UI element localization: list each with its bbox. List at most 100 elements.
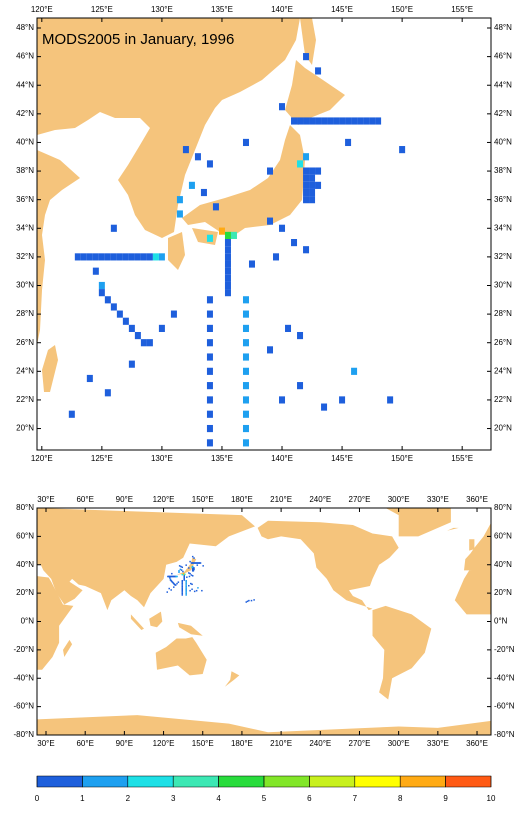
observation-cell bbox=[185, 580, 187, 582]
colorbar-segment bbox=[172, 775, 219, 788]
y-tick-label: 34°N bbox=[494, 223, 512, 232]
y-tick-label: -40°N bbox=[13, 673, 34, 682]
observation-cell bbox=[279, 224, 286, 232]
observation-cell bbox=[242, 382, 249, 390]
observation-cell bbox=[181, 592, 184, 595]
y-tick-label: 26°N bbox=[16, 338, 34, 347]
y-tick-label: 36°N bbox=[494, 195, 512, 204]
observation-cell bbox=[224, 239, 231, 247]
observation-cell bbox=[250, 599, 253, 602]
y-tick-label: 40°N bbox=[16, 138, 34, 147]
colorbar-segment bbox=[218, 775, 265, 788]
regional-map bbox=[37, 18, 406, 447]
observation-cell bbox=[176, 196, 183, 204]
observation-cell bbox=[206, 339, 213, 347]
observation-cell bbox=[116, 310, 123, 318]
observation-cell bbox=[279, 396, 286, 404]
observation-cell bbox=[253, 599, 255, 601]
observation-cell bbox=[181, 585, 184, 588]
observation-cell bbox=[242, 310, 249, 318]
x-tick-label: 270°E bbox=[349, 495, 371, 504]
x-tick-label: 150°E bbox=[192, 739, 214, 748]
colorbar-label: 8 bbox=[398, 794, 403, 803]
observation-cell bbox=[206, 324, 213, 332]
observation-cell bbox=[206, 234, 213, 242]
land bbox=[130, 614, 144, 630]
colorbar-segment bbox=[309, 775, 356, 788]
observation-cell bbox=[363, 117, 370, 125]
y-tick-label: 40°N bbox=[494, 138, 512, 147]
x-tick-label: 60°E bbox=[76, 739, 93, 748]
observation-cell bbox=[190, 582, 192, 585]
x-tick-label: 90°E bbox=[116, 495, 133, 504]
observation-cell bbox=[224, 267, 231, 275]
observation-cell bbox=[351, 117, 358, 125]
observation-cell bbox=[134, 331, 141, 340]
observation-cell bbox=[224, 246, 231, 254]
y-tick-label: 80°N bbox=[494, 503, 512, 512]
observation-cell bbox=[218, 227, 225, 235]
observation-cell bbox=[181, 573, 184, 576]
land bbox=[372, 605, 432, 700]
observation-cell bbox=[181, 591, 184, 593]
observation-cell bbox=[178, 565, 181, 567]
observation-cell bbox=[185, 592, 187, 595]
observation-cell bbox=[193, 557, 195, 559]
observation-cell bbox=[140, 339, 147, 347]
observation-cell bbox=[176, 575, 178, 578]
observation-cell bbox=[303, 53, 310, 61]
x-tick-label: 125°E bbox=[91, 454, 113, 463]
land bbox=[37, 576, 74, 670]
observation-cell bbox=[190, 574, 193, 576]
observation-cell bbox=[224, 289, 231, 297]
y-tick-label: 24°N bbox=[494, 366, 512, 375]
observation-cell bbox=[146, 339, 153, 347]
observation-cell bbox=[230, 231, 237, 240]
observation-cell bbox=[185, 587, 187, 589]
x-tick-label: 140°E bbox=[271, 454, 293, 463]
observation-cell bbox=[206, 310, 213, 318]
land bbox=[285, 60, 345, 125]
observation-cell bbox=[170, 310, 177, 318]
x-tick-label: 120°E bbox=[153, 739, 175, 748]
observation-cell bbox=[104, 296, 111, 304]
observation-cell bbox=[315, 67, 322, 75]
observation-cell bbox=[201, 589, 203, 592]
land bbox=[37, 715, 491, 735]
y-tick-label: -40°N bbox=[494, 673, 515, 682]
colorbar-segment bbox=[36, 775, 83, 788]
observation-cell bbox=[245, 601, 248, 603]
x-tick-label: 120°E bbox=[31, 5, 53, 14]
observation-cell bbox=[98, 289, 105, 297]
y-tick-label: -60°N bbox=[494, 702, 515, 711]
land bbox=[224, 671, 240, 687]
y-tick-label: 28°N bbox=[494, 309, 512, 318]
observation-cell bbox=[303, 174, 310, 182]
y-tick-label: 60°N bbox=[16, 531, 34, 540]
observation-cell bbox=[181, 589, 184, 592]
y-tick-label: 60°N bbox=[494, 531, 512, 540]
observation-cell bbox=[303, 246, 310, 254]
observation-cell bbox=[297, 382, 304, 390]
observation-cell bbox=[309, 181, 316, 189]
observation-cell bbox=[104, 253, 111, 261]
colorbar-label: 0 bbox=[35, 794, 40, 803]
observation-cell bbox=[185, 581, 187, 583]
observation-cell bbox=[188, 572, 190, 574]
y-tick-label: 36°N bbox=[16, 195, 34, 204]
observation-cell bbox=[188, 575, 191, 578]
observation-cell bbox=[242, 410, 249, 418]
x-tick-label: 300°E bbox=[388, 739, 410, 748]
land bbox=[447, 527, 459, 531]
observation-cell bbox=[68, 410, 75, 418]
x-tick-label: 130°E bbox=[151, 454, 173, 463]
observation-cell bbox=[166, 591, 168, 593]
land bbox=[300, 18, 316, 65]
observation-cell bbox=[224, 274, 231, 282]
land bbox=[155, 637, 207, 676]
x-tick-label: 135°E bbox=[211, 454, 233, 463]
y-tick-label: 42°N bbox=[494, 109, 512, 118]
observation-cell bbox=[182, 570, 184, 573]
x-tick-label: 30°E bbox=[37, 495, 54, 504]
colorbar-label: 1 bbox=[80, 794, 85, 803]
